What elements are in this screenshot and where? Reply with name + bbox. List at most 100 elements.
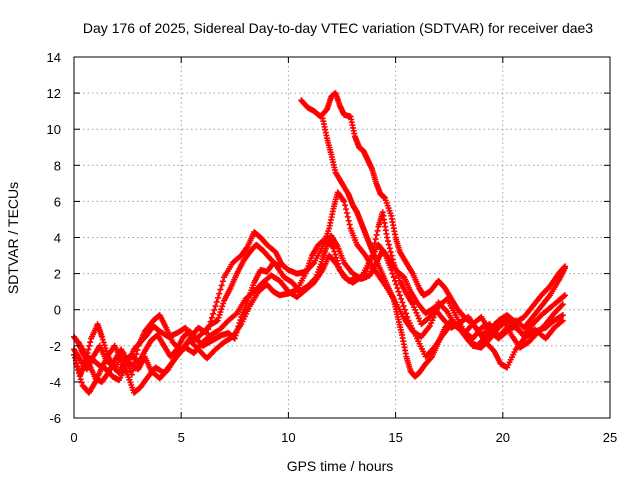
y-axis-label: SDTVAR / TECUs xyxy=(5,182,21,294)
data-point xyxy=(403,310,410,317)
data-point xyxy=(217,309,224,316)
y-tick-label: 12 xyxy=(47,86,61,101)
series-track-5 xyxy=(298,90,568,338)
x-tick-label: 25 xyxy=(603,430,617,445)
data-point xyxy=(87,339,94,346)
data-point xyxy=(561,264,568,271)
data-point xyxy=(389,256,396,263)
data-point xyxy=(334,257,341,264)
data-point xyxy=(559,317,566,324)
y-tick-label: 2 xyxy=(54,267,61,282)
data-point xyxy=(342,206,349,213)
data-point xyxy=(85,346,92,353)
data-point xyxy=(404,313,411,320)
data-point xyxy=(335,260,342,267)
data-point xyxy=(219,278,226,285)
data-point xyxy=(371,240,378,247)
data-point xyxy=(216,311,223,318)
data-point xyxy=(385,241,392,248)
data-point xyxy=(220,300,227,307)
data-point xyxy=(342,202,349,209)
data-point xyxy=(234,326,241,333)
data-point xyxy=(74,367,81,374)
data-point xyxy=(216,290,223,297)
y-tick-label: 10 xyxy=(47,122,61,137)
data-point xyxy=(237,317,244,324)
chart-title: Day 176 of 2025, Sidereal Day-to-day VTE… xyxy=(83,20,593,36)
y-tick-label: -4 xyxy=(49,375,61,390)
data-point xyxy=(343,210,350,217)
x-axis-ticks: 0 5 10 15 20 25 xyxy=(70,57,617,445)
data-point xyxy=(77,376,84,383)
data-point xyxy=(398,295,405,302)
data-point xyxy=(346,221,353,228)
data-point xyxy=(276,263,283,270)
data-point xyxy=(231,335,238,342)
data-point xyxy=(335,263,342,270)
data-point xyxy=(341,198,348,205)
x-tick-label: 10 xyxy=(281,430,295,445)
data-point xyxy=(218,306,225,313)
data-point xyxy=(210,310,217,317)
data-point xyxy=(235,323,242,330)
data-point xyxy=(86,342,93,349)
data-point xyxy=(394,285,401,292)
y-tick-label: 4 xyxy=(54,231,61,246)
data-point xyxy=(212,303,219,310)
data-point xyxy=(384,234,391,241)
data-point xyxy=(395,288,402,295)
data-point xyxy=(78,379,85,386)
data-point xyxy=(100,339,107,346)
data-point xyxy=(330,245,337,252)
data-point xyxy=(344,213,351,220)
x-tick-label: 20 xyxy=(496,430,510,445)
data-point xyxy=(98,333,105,340)
data-point xyxy=(373,231,380,238)
data-point xyxy=(388,252,395,259)
data-point xyxy=(372,236,379,243)
data-point xyxy=(332,251,339,258)
data-point xyxy=(219,303,226,310)
x-tick-label: 15 xyxy=(388,430,402,445)
data-point xyxy=(559,312,566,319)
data-point xyxy=(393,281,400,288)
y-tick-label: -6 xyxy=(49,411,61,426)
data-point xyxy=(345,217,352,224)
data-point xyxy=(211,306,218,313)
y-tick-label: 6 xyxy=(54,194,61,209)
data-point xyxy=(213,298,220,305)
data-point xyxy=(396,292,403,299)
data-point xyxy=(399,299,406,306)
data-point xyxy=(233,329,240,336)
data-point xyxy=(236,320,243,327)
data-point xyxy=(232,332,239,339)
data-point xyxy=(218,282,225,289)
series-track-6 xyxy=(319,115,568,380)
data-point xyxy=(331,248,338,255)
y-tick-label: 14 xyxy=(47,50,61,65)
data-point xyxy=(561,263,568,270)
y-tick-label: 8 xyxy=(54,158,61,173)
data-point xyxy=(214,317,221,324)
y-axis-ticks: -6 -4 -2 0 2 4 6 8 10 12 14 xyxy=(47,50,610,426)
series-track-7 xyxy=(71,259,283,376)
data-point xyxy=(561,292,568,299)
data-point xyxy=(386,245,393,252)
data-point xyxy=(74,363,81,370)
data-point xyxy=(400,303,407,310)
x-tick-label: 5 xyxy=(178,430,185,445)
x-tick-label: 0 xyxy=(70,430,77,445)
data-point xyxy=(374,227,381,234)
y-tick-label: -2 xyxy=(49,339,61,354)
data-point xyxy=(208,314,215,321)
data-point xyxy=(76,373,83,380)
y-tick-label: 0 xyxy=(54,303,61,318)
data-point xyxy=(333,254,340,261)
data-point xyxy=(428,354,435,361)
data-point xyxy=(99,336,106,343)
data-point xyxy=(384,238,391,245)
data-point xyxy=(75,370,82,377)
data-point xyxy=(387,248,394,255)
data-point xyxy=(559,301,566,308)
